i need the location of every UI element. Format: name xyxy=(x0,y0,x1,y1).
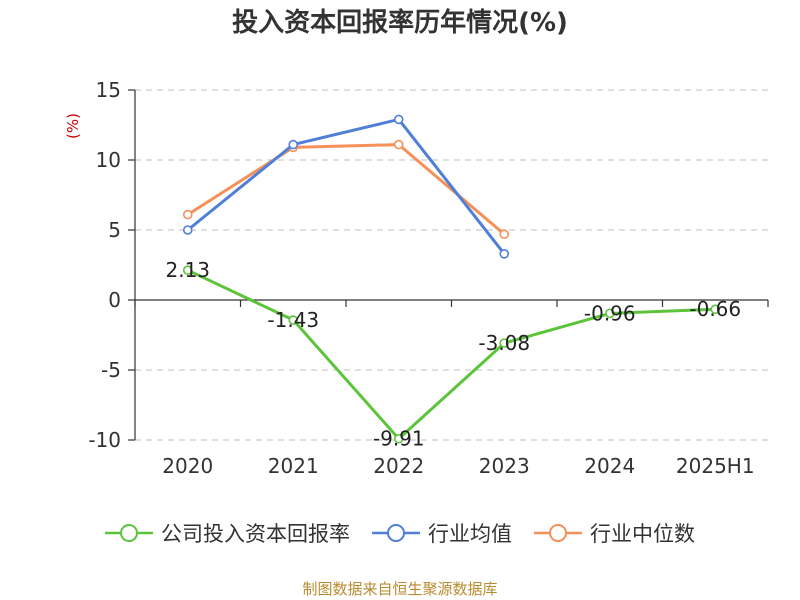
data-point xyxy=(182,209,193,220)
data-point xyxy=(182,225,193,235)
data-point xyxy=(604,308,615,319)
x-tick-label: 2022 xyxy=(373,454,424,478)
data-point xyxy=(288,315,299,325)
data-source-note: 制图数据来自恒生聚源数据库 xyxy=(302,580,498,598)
data-label: -0.96 xyxy=(584,301,636,325)
legend-label-industry-median: 行业中位数 xyxy=(590,522,695,546)
data-label: -1.43 xyxy=(267,308,319,332)
y-tick-label: -5 xyxy=(101,358,121,382)
x-tick-label: 2024 xyxy=(584,454,635,478)
data-point xyxy=(499,229,510,239)
y-tick-label: 15 xyxy=(96,78,121,102)
x-tick-label: 2021 xyxy=(268,454,319,478)
legend-marker-industry-median xyxy=(534,524,582,542)
legend-marker-company xyxy=(105,524,153,542)
y-tick-label: 0 xyxy=(108,288,121,312)
y-tick-label: 5 xyxy=(108,218,121,242)
line-chart: 15 10 5 0 -5 -10 (%) 2020 2021 2022 2023 2024 2025H1… xyxy=(64,78,769,478)
y-tick-label: 10 xyxy=(96,148,121,172)
x-tick-label: 2020 xyxy=(162,454,213,478)
data-point xyxy=(499,249,510,259)
data-label: -3.08 xyxy=(478,331,530,355)
legend-marker-industry-average xyxy=(372,524,420,542)
legend-label-company: 公司投入资本回报率 xyxy=(161,522,350,546)
x-tick-label: 2023 xyxy=(479,454,530,478)
legend-label-industry-average: 行业均值 xyxy=(428,522,512,546)
data-point xyxy=(393,139,404,150)
chart-title: 投入资本回报率历年情况(%) xyxy=(232,8,568,38)
legend-item-industry-average[interactable]: 行业均值 xyxy=(372,518,512,548)
x-tick-label: 2025H1 xyxy=(676,454,755,478)
y-tick-label: -10 xyxy=(88,428,121,452)
data-point xyxy=(393,114,404,125)
data-point xyxy=(499,338,510,348)
legend-item-company[interactable]: 公司投入资本回报率 xyxy=(105,518,350,548)
data-point xyxy=(288,139,299,150)
y-axis-label: (%) xyxy=(64,113,82,139)
data-label: -9.91 xyxy=(373,427,425,451)
series-line xyxy=(186,117,506,255)
legend: 公司投入资本回报率 行业均值 行业中位数 xyxy=(0,518,800,548)
data-point xyxy=(710,304,721,315)
legend-item-industry-median[interactable]: 行业中位数 xyxy=(534,518,695,548)
series-line xyxy=(187,268,716,441)
data-label: -0.66 xyxy=(689,297,741,321)
data-label: 2.13 xyxy=(165,258,210,282)
data-point xyxy=(182,265,193,275)
data-point xyxy=(393,433,404,444)
series-line xyxy=(186,143,506,236)
